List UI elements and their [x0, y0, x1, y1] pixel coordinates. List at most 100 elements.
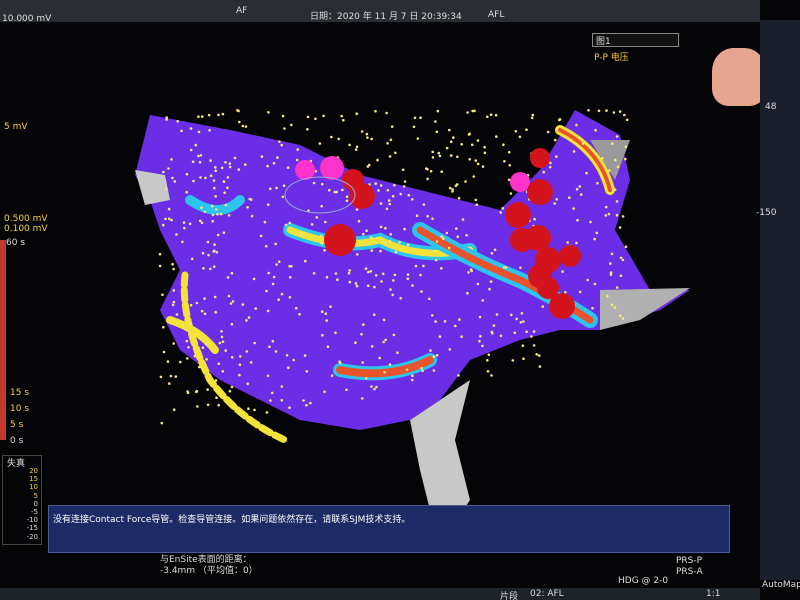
map-point	[367, 270, 370, 274]
map-point	[328, 188, 331, 192]
map-point	[270, 391, 274, 395]
segment[interactable]: 02: AFL	[530, 589, 564, 599]
map-point	[287, 366, 290, 370]
map-point	[296, 148, 300, 151]
map-point	[158, 264, 162, 268]
map-point	[537, 354, 541, 357]
map-point	[434, 320, 437, 323]
map-point	[200, 206, 203, 209]
map-point	[360, 333, 363, 336]
map-point	[381, 272, 385, 276]
map-point	[267, 111, 270, 114]
distortion-tick: 10	[29, 483, 38, 492]
map-point	[575, 241, 578, 245]
map-point	[379, 202, 383, 205]
map-select[interactable]: 图1	[592, 33, 679, 47]
map-point	[370, 385, 373, 388]
map-point	[478, 339, 481, 343]
map-point	[288, 221, 292, 225]
map-point	[207, 253, 210, 257]
map-point	[435, 240, 439, 243]
map-point	[199, 176, 202, 179]
map-point	[624, 157, 627, 161]
map-point	[260, 155, 264, 158]
map-point	[382, 318, 386, 322]
map-point	[624, 145, 628, 148]
map-point	[595, 231, 599, 235]
map-point	[276, 156, 279, 159]
map-point	[370, 249, 374, 252]
map-point	[248, 197, 252, 201]
map-point	[222, 231, 226, 234]
map-point	[597, 109, 601, 113]
map-point	[503, 160, 506, 163]
map-point	[221, 112, 225, 116]
map-point	[383, 371, 386, 374]
map-point	[494, 113, 498, 117]
map-point	[228, 162, 232, 165]
map-point	[365, 377, 368, 380]
map-point	[158, 252, 162, 256]
map-point	[266, 374, 270, 378]
map-point	[461, 218, 465, 221]
map-point	[401, 168, 405, 172]
map-point	[271, 282, 275, 286]
map-point	[171, 303, 175, 307]
map-point	[483, 145, 486, 149]
map-point	[348, 143, 351, 147]
map-point	[211, 213, 215, 217]
map-point	[578, 185, 582, 188]
map-point	[288, 276, 292, 279]
map-point	[170, 158, 173, 161]
map-point	[277, 260, 281, 264]
map-point	[370, 137, 374, 141]
map-point	[159, 375, 163, 379]
map-point	[585, 171, 588, 175]
map-point	[431, 156, 435, 159]
map-point	[456, 155, 459, 159]
map-point	[388, 202, 392, 206]
tab[interactable]: AF	[236, 6, 248, 16]
map-point	[518, 135, 522, 139]
map-point	[203, 210, 207, 213]
map-point	[231, 300, 235, 303]
map-point	[610, 252, 614, 256]
map-point	[604, 205, 608, 209]
map-point	[432, 355, 436, 359]
map-point	[265, 289, 268, 293]
map-point	[479, 335, 482, 338]
map-point	[298, 313, 301, 316]
map-point	[169, 374, 173, 378]
map-point	[213, 186, 216, 190]
automap[interactable]: AutoMap	[762, 580, 800, 590]
map-point	[306, 128, 309, 131]
map-point	[586, 278, 589, 282]
map-point	[357, 219, 361, 223]
map-point	[266, 309, 270, 313]
map-point	[206, 403, 210, 407]
map-point	[454, 324, 457, 328]
map-point	[354, 341, 357, 345]
map-point	[195, 301, 199, 305]
map-point	[266, 203, 270, 206]
map-point	[314, 117, 317, 121]
map-point	[406, 273, 410, 276]
map-point	[448, 128, 451, 132]
map-point	[166, 360, 170, 363]
map-point	[219, 212, 223, 216]
map-point	[579, 193, 583, 196]
map-point	[374, 109, 377, 113]
map-point	[458, 318, 461, 321]
map-point	[615, 135, 619, 138]
map-point	[288, 265, 291, 268]
map-point	[165, 118, 168, 121]
map-point	[430, 314, 434, 317]
map-point	[605, 109, 608, 112]
map-point	[440, 267, 443, 270]
map-point	[246, 382, 249, 386]
status-item: HDG @ 2-0	[618, 576, 669, 586]
map-point	[167, 167, 170, 170]
map-point	[306, 115, 310, 119]
map-point	[618, 226, 622, 229]
